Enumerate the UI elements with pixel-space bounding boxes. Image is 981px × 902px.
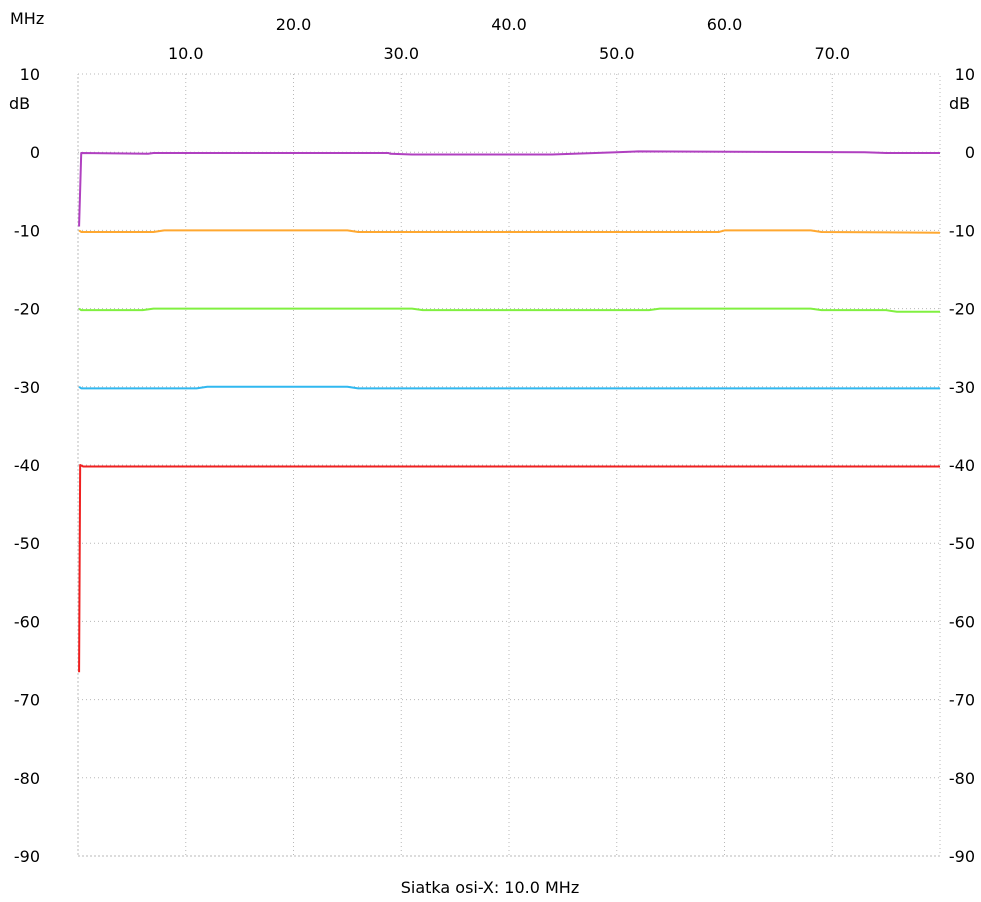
- y-tick-label-left: 0: [30, 143, 40, 162]
- x-tick-label-bottom: 70.0: [814, 44, 850, 63]
- y-tick-label-right: -80: [949, 769, 975, 788]
- y-unit-label-right: dB: [949, 94, 970, 113]
- y-tick-label-right: 10: [955, 65, 975, 84]
- series-line-5: [78, 464, 940, 673]
- y-unit-label-left: dB: [9, 94, 30, 113]
- y-tick-label-right: 0: [965, 143, 975, 162]
- series-line-1: [78, 150, 940, 227]
- x-tick-label-top: 40.0: [491, 15, 527, 34]
- grid: [77, 73, 941, 857]
- y-tick-label-left: -10: [14, 221, 40, 240]
- series-line-4: [78, 385, 940, 390]
- series-line-2: [78, 229, 941, 234]
- y-tick-label-left: -80: [14, 769, 40, 788]
- y-tick-label-left: -70: [14, 691, 40, 710]
- y-tick-label-right: -30: [949, 378, 975, 397]
- y-tick-label-left: -30: [14, 378, 40, 397]
- y-tick-label-left: -20: [14, 300, 40, 319]
- axis-labels: MHz dB dB Siatka osi-X: 10.0 MHz 10 10 0 0 -…: [9, 9, 975, 897]
- y-tick-label-right: -40: [949, 456, 975, 475]
- y-tick-label-left: -60: [14, 612, 40, 631]
- y-tick-label-right: -60: [949, 612, 975, 631]
- y-tick-label-right: -70: [949, 691, 975, 710]
- y-tick-label-right: -90: [949, 847, 975, 866]
- y-tick-label-right: -20: [949, 300, 975, 319]
- y-tick-label-left: -90: [14, 847, 40, 866]
- y-tick-label-right: -50: [949, 534, 975, 553]
- y-tick-label-left: 10: [20, 65, 40, 84]
- series-group: [78, 150, 941, 673]
- x-unit-label: MHz: [10, 9, 44, 28]
- x-tick-label-bottom: 10.0: [168, 44, 204, 63]
- y-tick-label-right: -10: [949, 221, 975, 240]
- x-tick-label-bottom: 30.0: [383, 44, 419, 63]
- x-axis-title: Siatka osi-X: 10.0 MHz: [401, 878, 579, 897]
- series-line-3: [78, 307, 940, 313]
- x-tick-label-top: 20.0: [276, 15, 312, 34]
- x-tick-label-bottom: 50.0: [599, 44, 635, 63]
- y-tick-label-left: -40: [14, 456, 40, 475]
- x-tick-label-top: 60.0: [707, 15, 743, 34]
- y-tick-label-left: -50: [14, 534, 40, 553]
